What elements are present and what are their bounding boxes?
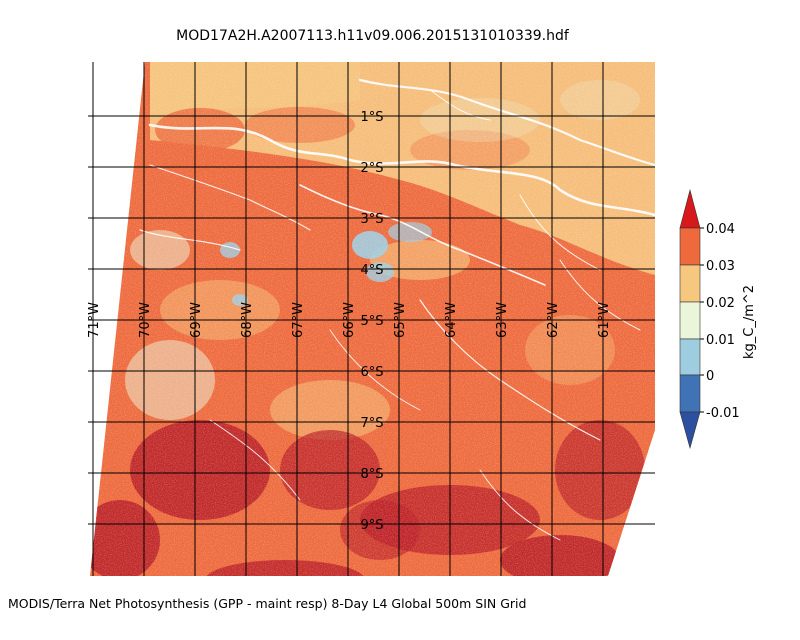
colorbar-tick-label: 0 [706, 369, 714, 384]
colorbar-segment [679, 374, 701, 413]
colorbar-segment [679, 264, 701, 303]
graticule [88, 62, 655, 576]
latitude-label: 4°S [360, 263, 383, 278]
map-title: MOD17A2H.A2007113.h11v09.006.20151310103… [176, 28, 569, 44]
longitude-label: 64°W [444, 302, 459, 338]
colorbar-tick-label: 0.01 [706, 333, 735, 348]
longitude-label: 61°W [597, 302, 612, 338]
colorbar-segment [679, 227, 701, 266]
colorbar-tick-label: 0.02 [706, 296, 735, 311]
longitude-label: 62°W [546, 302, 561, 338]
longitude-label: 68°W [240, 302, 255, 338]
tile-texture [90, 62, 655, 576]
colorbar-segment [679, 301, 701, 340]
colorbar-bottom-arrow [679, 411, 701, 450]
longitude-label: 65°W [393, 302, 408, 338]
latitude-label: 3°S [360, 212, 383, 227]
latitude-labels: 1°S 2°S 3°S 4°S 5°S 6°S 7°S 8°S 9°S [360, 110, 383, 533]
colorbar-segment [679, 338, 701, 376]
longitude-label: 67°W [291, 302, 306, 338]
longitude-label: 71°W [87, 302, 102, 338]
colorbar-tick-label: 0.03 [706, 259, 735, 274]
longitude-label: 66°W [342, 302, 357, 338]
latitude-label: 7°S [360, 416, 383, 431]
latitude-label: 9°S [360, 518, 383, 533]
longitude-label: 69°W [189, 302, 204, 338]
colorbar-unit-label: kg_C_/m^2 [742, 285, 757, 359]
latitude-label: 8°S [360, 467, 383, 482]
data-tile [90, 62, 655, 576]
colorbar-tick-label: 0.04 [706, 222, 735, 237]
longitude-label: 63°W [495, 302, 510, 338]
latitude-label: 2°S [360, 161, 383, 176]
latitude-label: 5°S [360, 314, 383, 329]
colorbar-top-arrow [679, 188, 701, 229]
longitude-labels: 71°W 70°W 69°W 68°W 67°W 66°W 65°W 64°W 63°W 62°W… [87, 302, 612, 338]
latitude-label: 6°S [360, 365, 383, 380]
longitude-label: 70°W [138, 302, 153, 338]
latitude-label: 1°S [360, 110, 383, 125]
figure-caption: MODIS/Terra Net Photosynthesis (GPP - ma… [8, 596, 527, 611]
colorbar: 0.04 0.03 0.02 0.01 0 -0.01 [679, 188, 740, 450]
colorbar-tick-label: -0.01 [706, 406, 740, 421]
